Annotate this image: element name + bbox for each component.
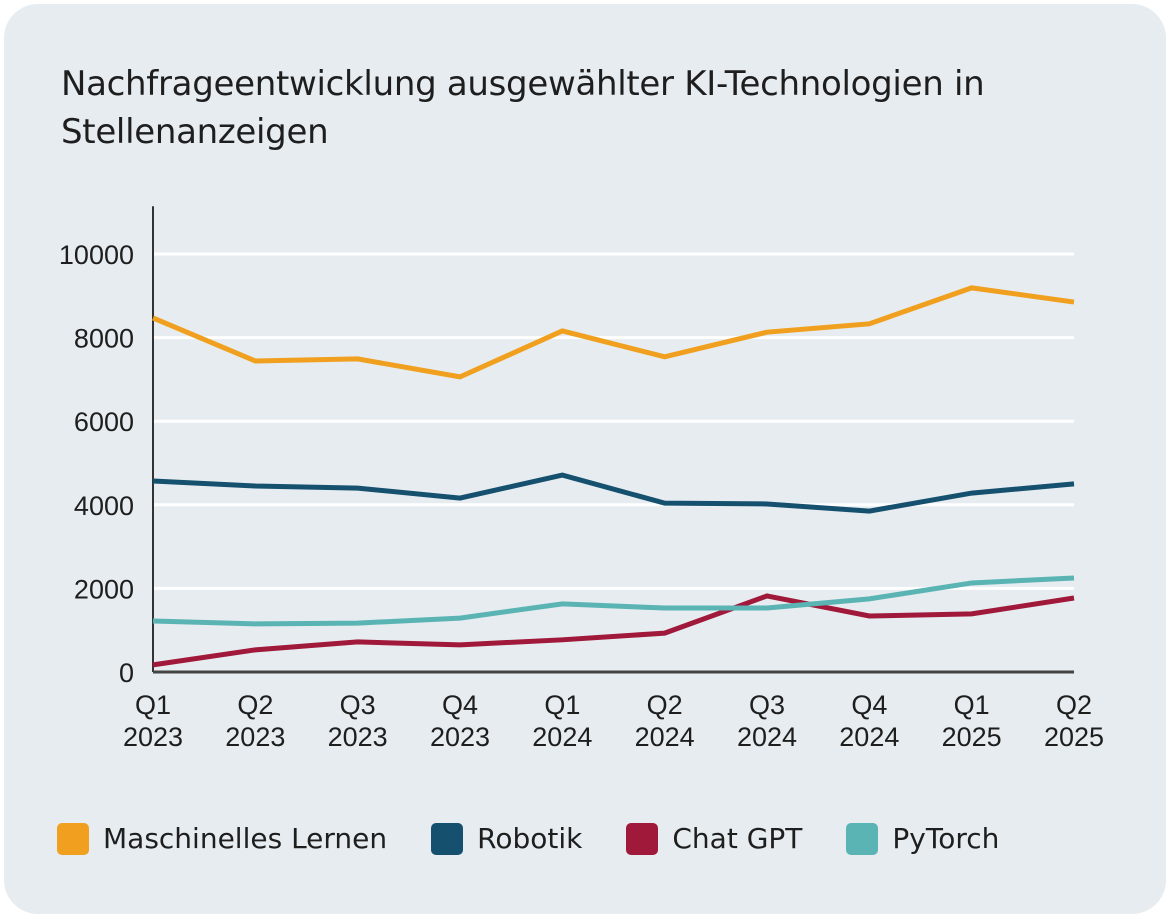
x-tick-label: Q2 (647, 690, 683, 720)
legend-item: Chat GPT (626, 822, 802, 855)
series-line-robotik (152, 472, 1075, 514)
x-tick-label: 2024 (737, 722, 797, 752)
legend: Maschinelles Lernen Robotik Chat GPT PyTorc… (57, 822, 1043, 855)
legend-swatch (57, 822, 89, 855)
legend-item: Robotik (431, 822, 582, 855)
chart-title: Nachfrageentwicklung ausgewählter KI-Tec… (61, 64, 985, 152)
legend-item: PyTorch (846, 822, 999, 855)
x-tick-label: Q2 (237, 690, 273, 720)
legend-swatch (626, 822, 659, 855)
series-line-maschinelles-lernen (152, 285, 1075, 380)
y-tick-label: 2000 (74, 574, 134, 604)
x-tick-label: 2023 (430, 722, 490, 752)
y-tick-label: 4000 (74, 491, 134, 521)
x-tick-label: Q3 (749, 690, 785, 720)
x-tick-label: Q1 (954, 690, 990, 720)
legend-label: Robotik (477, 822, 583, 855)
x-tick-label: Q4 (851, 690, 887, 720)
legend-swatch (431, 822, 464, 855)
x-tick-label: 2023 (225, 722, 285, 752)
series-line-pytorch (152, 575, 1075, 627)
x-tick-label: 2025 (942, 722, 1002, 752)
y-tick-label: 8000 (74, 324, 134, 354)
x-tick-label: Q1 (544, 690, 580, 720)
y-tick-label: 6000 (74, 407, 134, 437)
x-tick-label: 2023 (328, 722, 388, 752)
x-tick-label: 2023 (123, 722, 183, 752)
x-tick-label: Q4 (442, 690, 478, 720)
legend-label: Chat GPT (672, 822, 803, 855)
y-tick-label: 10000 (59, 240, 134, 270)
legend-label: Maschinelles Lernen (103, 822, 388, 855)
x-tick-label: Q2 (1056, 690, 1092, 720)
x-tick-label: 2024 (839, 722, 899, 752)
legend-item: Maschinelles Lernen (57, 822, 387, 855)
x-tick-label: Q1 (135, 690, 171, 720)
chart-card: Nachfrageentwicklung ausgewählter KI-Tec… (4, 4, 1166, 914)
series-line-chat-gpt (152, 593, 1075, 668)
x-tick-label: Q3 (340, 690, 376, 720)
x-tick-label: 2024 (635, 722, 695, 752)
legend-swatch (846, 822, 879, 855)
x-tick-label: 2024 (532, 722, 592, 752)
y-tick-label: 0 (119, 658, 134, 688)
legend-label: PyTorch (892, 822, 1000, 855)
x-tick-label: 2025 (1044, 722, 1104, 752)
